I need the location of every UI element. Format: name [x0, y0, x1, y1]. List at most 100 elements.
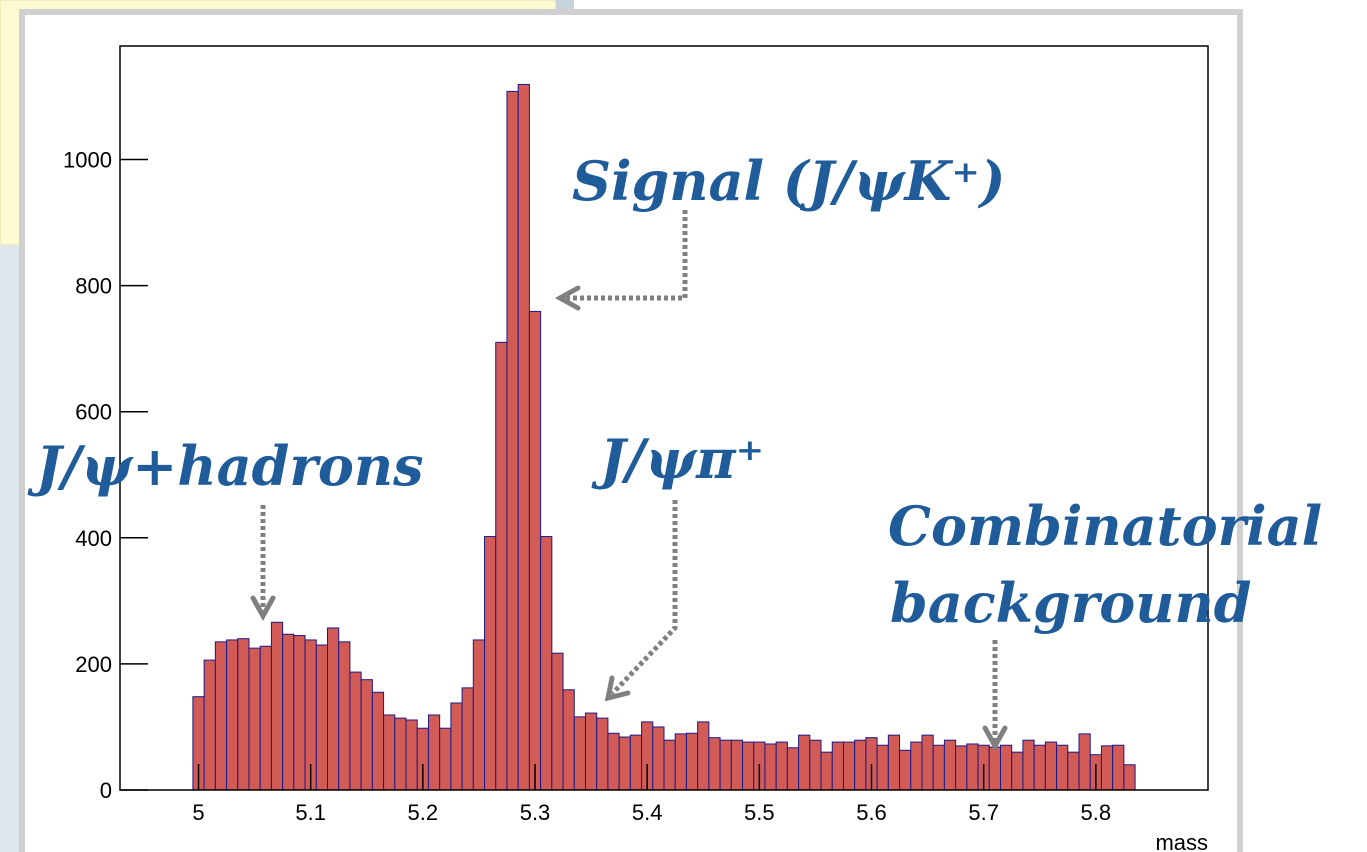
x-axis-label: mass: [1155, 830, 1208, 852]
bar: [708, 737, 721, 791]
annotation: J/ψ+hadrons: [27, 434, 424, 498]
bar: [685, 732, 699, 791]
bar: [775, 741, 788, 791]
bar: [450, 702, 463, 791]
bar: [596, 717, 609, 791]
bar: [1100, 745, 1114, 791]
arrow-head: [250, 595, 276, 622]
y-tick-label: 1000: [63, 147, 112, 172]
y-tick-label: 600: [75, 400, 112, 425]
bar: [226, 639, 239, 791]
bar: [562, 689, 575, 791]
bar: [1067, 751, 1080, 791]
bar: [730, 739, 744, 791]
bar: [764, 743, 777, 791]
bar: [439, 727, 452, 791]
bar: [427, 714, 441, 791]
arrow: [610, 500, 678, 696]
x-tick-label: 5.8: [1081, 800, 1112, 825]
bar: [988, 746, 1001, 791]
bar: [472, 639, 486, 791]
bar: [1056, 744, 1069, 791]
bar: [1112, 744, 1125, 791]
bar: [517, 83, 530, 791]
y-tick-label: 0: [100, 778, 112, 803]
arrow-head: [554, 285, 581, 311]
bar: [820, 751, 833, 791]
bar: [629, 734, 643, 791]
x-tick-label: 5.7: [968, 800, 999, 825]
arrow-head: [982, 725, 1008, 752]
x-tick-label: 5.5: [744, 800, 775, 825]
bar: [349, 671, 362, 791]
bar: [461, 687, 474, 791]
bar: [383, 714, 396, 791]
bar: [966, 743, 979, 791]
bar: [999, 744, 1013, 791]
bar: [1033, 744, 1046, 791]
bar: [327, 627, 340, 791]
x-tick-label: 5.1: [295, 800, 326, 825]
bar: [360, 679, 373, 791]
bar: [742, 741, 755, 791]
plot-frame: [119, 45, 1209, 791]
x-tick-label: 5.4: [632, 800, 663, 825]
bar: [618, 736, 631, 791]
annotation: Combinatorial: [888, 494, 1322, 558]
bar: [371, 691, 385, 791]
y-tick-label: 800: [75, 274, 112, 299]
bar: [1123, 764, 1136, 791]
bar: [282, 633, 295, 791]
bar: [293, 635, 306, 791]
bar: [248, 647, 261, 791]
bar: [809, 739, 822, 791]
bar: [540, 536, 553, 791]
bar: [943, 739, 957, 791]
y-tick-label: 200: [75, 652, 112, 677]
bar: [932, 744, 945, 791]
bar: [1044, 741, 1058, 791]
arrow: [562, 210, 688, 301]
bar: [1011, 751, 1024, 791]
bar: [719, 739, 732, 791]
bar: [495, 341, 508, 791]
bar: [394, 717, 407, 791]
bar: [786, 747, 800, 791]
bar: [910, 741, 923, 791]
bar: [237, 638, 250, 791]
bar: [899, 749, 912, 791]
bar: [697, 721, 710, 791]
bar: [1078, 733, 1091, 791]
annotation: background: [890, 571, 1252, 635]
bar: [663, 739, 676, 791]
annotation: Signal (J/ψK⁺): [572, 149, 1005, 213]
arrow-head: [604, 675, 631, 702]
bar: [551, 652, 564, 791]
bar: [607, 732, 620, 791]
bar: [270, 621, 284, 791]
annotation: J/ψπ⁺: [591, 427, 764, 491]
slide-stripe: [0, 245, 22, 852]
bar: [259, 645, 272, 791]
x-tick-label: 5.3: [520, 800, 551, 825]
y-tick-label: 400: [75, 526, 112, 551]
bar: [674, 733, 687, 791]
bar: [876, 744, 889, 791]
plot: 0 200 400 600 800 1000 5 5.1 5.2 5.3 5.4 5.5 5.6 5.7 5…: [27, 45, 1322, 852]
bar: [854, 739, 867, 791]
x-tick-label: 5.2: [408, 800, 439, 825]
bar: [887, 734, 901, 791]
x-tick-label: 5: [192, 800, 204, 825]
bar: [203, 659, 216, 791]
bar: [214, 641, 228, 791]
bar: [652, 726, 665, 791]
bar: [405, 719, 418, 791]
bar: [315, 644, 329, 791]
bar: [831, 741, 844, 791]
x-tick-label: 5.6: [856, 800, 887, 825]
bar: [921, 734, 934, 791]
bar: [584, 712, 598, 791]
bar: [955, 745, 968, 791]
bar: [1022, 739, 1035, 791]
